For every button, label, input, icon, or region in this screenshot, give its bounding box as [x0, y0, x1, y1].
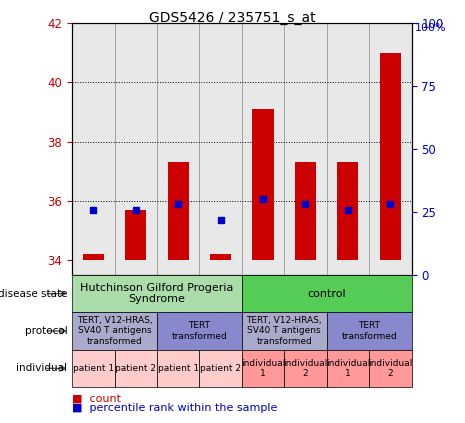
Text: individual: individual [16, 363, 67, 374]
Text: TERT, V12-HRAS,
SV40 T antigens
transformed: TERT, V12-HRAS, SV40 T antigens transfor… [246, 316, 322, 346]
Text: ■  count: ■ count [72, 393, 121, 404]
Text: control: control [307, 288, 346, 299]
Bar [252, 109, 273, 260]
Text: patient 2: patient 2 [200, 364, 241, 373]
Text: TERT
transformed: TERT transformed [341, 321, 397, 341]
Bar [337, 162, 359, 260]
Bar [167, 162, 189, 260]
Text: disease state: disease state [0, 288, 67, 299]
Text: patient 1: patient 1 [158, 364, 199, 373]
Text: Hutchinson Gilford Progeria
Syndrome: Hutchinson Gilford Progeria Syndrome [80, 283, 233, 305]
Text: protocol: protocol [25, 326, 67, 336]
Text: TERT
transformed: TERT transformed [172, 321, 227, 341]
Text: patient 2: patient 2 [115, 364, 156, 373]
Text: individual
2: individual 2 [283, 359, 328, 378]
Text: individual
1: individual 1 [241, 359, 285, 378]
Text: GDS5426 / 235751_s_at: GDS5426 / 235751_s_at [149, 11, 316, 25]
Bar [210, 254, 231, 260]
Text: individual
1: individual 1 [326, 359, 370, 378]
Text: ■  percentile rank within the sample: ■ percentile rank within the sample [72, 403, 278, 413]
Bar [380, 53, 401, 260]
Bar [83, 254, 104, 260]
Text: TERT, V12-HRAS,
SV40 T antigens
transformed: TERT, V12-HRAS, SV40 T antigens transfor… [77, 316, 153, 346]
Text: patient 1: patient 1 [73, 364, 114, 373]
Text: 100%: 100% [415, 23, 446, 33]
Bar [125, 210, 146, 260]
Bar [295, 162, 316, 260]
Text: individual
2: individual 2 [368, 359, 412, 378]
